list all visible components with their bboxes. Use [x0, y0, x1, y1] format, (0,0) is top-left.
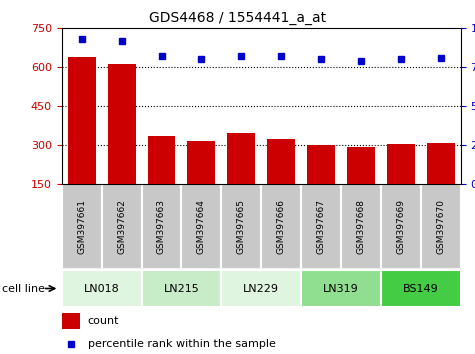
Text: GSM397669: GSM397669: [397, 199, 405, 254]
Bar: [228, 133, 255, 184]
Bar: [102, 184, 142, 269]
Text: GSM397664: GSM397664: [197, 199, 206, 254]
Bar: [148, 136, 175, 184]
Bar: [62, 270, 142, 307]
Text: GSM397668: GSM397668: [357, 199, 365, 254]
Text: GSM397665: GSM397665: [237, 199, 246, 254]
Bar: [221, 270, 301, 307]
Text: LN018: LN018: [84, 284, 120, 293]
Bar: [221, 184, 261, 269]
Bar: [142, 184, 181, 269]
Bar: [301, 184, 341, 269]
Text: GSM397666: GSM397666: [277, 199, 285, 254]
Text: LN319: LN319: [323, 284, 359, 293]
Bar: [347, 147, 375, 184]
Bar: [301, 270, 381, 307]
Text: cell line: cell line: [2, 284, 46, 293]
Bar: [381, 184, 421, 269]
Bar: [307, 145, 335, 184]
Bar: [68, 57, 95, 184]
Text: percentile rank within the sample: percentile rank within the sample: [88, 339, 276, 349]
Bar: [387, 144, 415, 184]
Bar: [142, 270, 221, 307]
Bar: [181, 184, 221, 269]
Text: GSM397662: GSM397662: [117, 199, 126, 254]
Bar: [267, 139, 295, 184]
Text: LN215: LN215: [163, 284, 200, 293]
Text: GDS4468 / 1554441_a_at: GDS4468 / 1554441_a_at: [149, 11, 326, 25]
Bar: [62, 313, 80, 329]
Bar: [188, 141, 215, 184]
Bar: [381, 270, 461, 307]
Text: GSM397670: GSM397670: [437, 199, 445, 254]
Bar: [421, 184, 461, 269]
Bar: [341, 184, 381, 269]
Bar: [108, 64, 135, 184]
Text: LN229: LN229: [243, 284, 279, 293]
Text: BS149: BS149: [403, 284, 439, 293]
Bar: [261, 184, 301, 269]
Text: GSM397663: GSM397663: [157, 199, 166, 254]
Bar: [62, 184, 102, 269]
Text: GSM397661: GSM397661: [77, 199, 86, 254]
Text: count: count: [88, 316, 119, 326]
Text: GSM397667: GSM397667: [317, 199, 325, 254]
Bar: [427, 143, 455, 184]
